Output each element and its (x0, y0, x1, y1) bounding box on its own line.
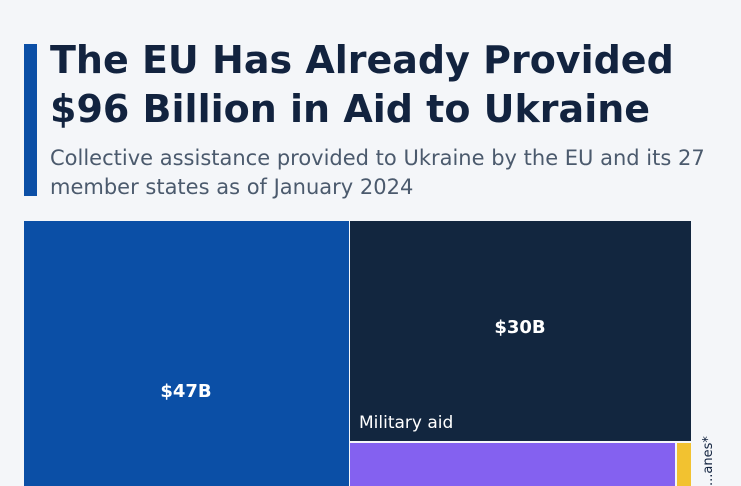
humanitarian-side-label: ...anes* (701, 436, 716, 486)
title-accent-bar (24, 44, 37, 196)
military-value-label: $30B (494, 317, 545, 338)
chart-title: The EU Has Already Provided $96 Billion … (50, 38, 674, 131)
military-category-label: Military aid (359, 413, 453, 433)
treemap-cell-purple (350, 443, 675, 486)
treemap-cell-yellow (677, 443, 691, 486)
financial-value-label: $47B (160, 381, 211, 402)
chart-subtitle: Collective assistance provided to Ukrain… (50, 146, 705, 199)
treemap-cell-military (350, 221, 691, 441)
treemap-cell-financial (24, 221, 349, 486)
